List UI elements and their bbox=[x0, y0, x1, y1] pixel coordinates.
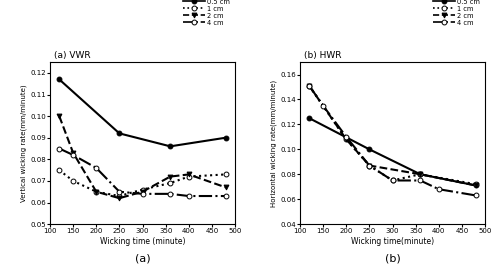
Y-axis label: Horizontal wicking rate(mm/minute): Horizontal wicking rate(mm/minute) bbox=[271, 80, 278, 207]
X-axis label: Wicking time (minute): Wicking time (minute) bbox=[100, 237, 185, 246]
Text: (a) VWR: (a) VWR bbox=[54, 51, 90, 60]
X-axis label: Wicking time(minute): Wicking time(minute) bbox=[351, 237, 434, 246]
Text: (a): (a) bbox=[134, 254, 150, 264]
Text: (b) HWR: (b) HWR bbox=[304, 51, 341, 60]
Legend: 0.5 cm, 1 cm, 2 cm, 4 cm: 0.5 cm, 1 cm, 2 cm, 4 cm bbox=[432, 0, 482, 27]
Text: (b): (b) bbox=[384, 254, 400, 264]
Y-axis label: Vertical wicking rate(mm/minute): Vertical wicking rate(mm/minute) bbox=[21, 84, 28, 202]
Legend: 0.5 cm, 1 cm, 2 cm, 4 cm: 0.5 cm, 1 cm, 2 cm, 4 cm bbox=[182, 0, 232, 27]
